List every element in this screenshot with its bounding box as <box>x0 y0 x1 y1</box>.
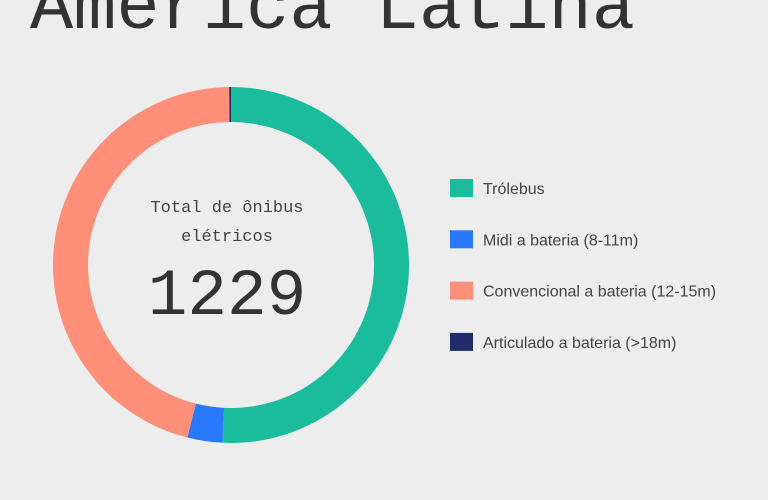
legend-swatch <box>450 281 473 300</box>
center-total: 1229 <box>148 259 306 334</box>
donut-segment <box>229 87 231 123</box>
donut-segment <box>222 86 410 443</box>
legend-label: Trólebus <box>483 181 545 198</box>
chart-title: América Latina <box>30 0 635 50</box>
center-label: Total de ônibus <box>150 199 303 218</box>
legend-swatch <box>450 230 473 249</box>
legend-label: Midi a bateria (8-11m) <box>483 232 638 249</box>
legend-label: Convencional a bateria (12-15m) <box>483 284 716 301</box>
donut-segment <box>52 87 230 438</box>
legend-label: Articulado a bateria (>18m) <box>483 335 676 352</box>
legend-swatch <box>450 332 473 351</box>
center-label: elétricos <box>181 228 273 247</box>
legend-swatch <box>450 179 473 197</box>
donut-segment <box>187 403 225 443</box>
